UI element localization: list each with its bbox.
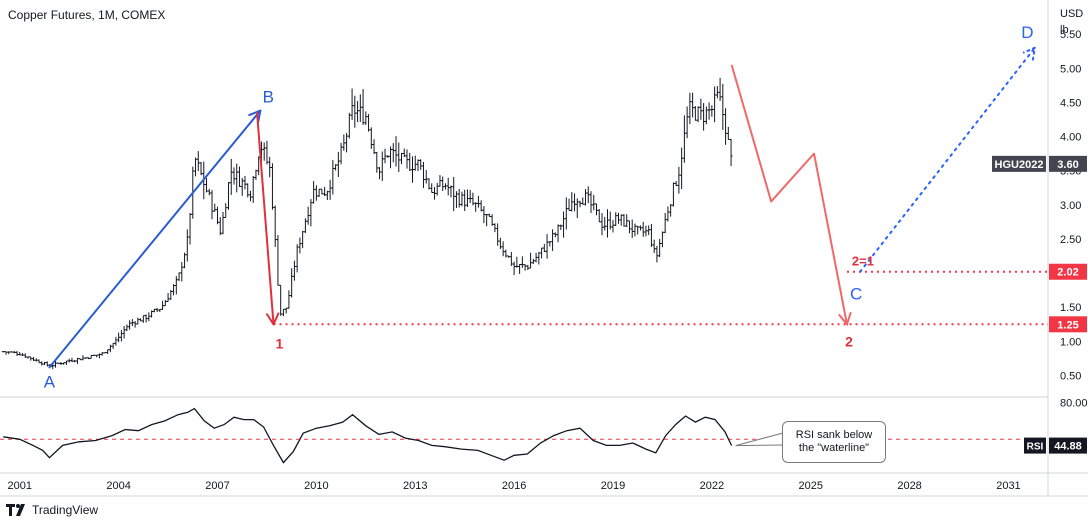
wave-drawings[interactable] [48,46,1036,369]
price-levels [273,270,1048,326]
wave-label: 2=1 [852,254,874,269]
wave-label: 1 [276,335,284,351]
price-bars [1,77,733,370]
level-badge-label: 1.25 [1057,319,1078,331]
wave-labels: A B 1 2 2=1 C D [44,23,1034,392]
x-tick-label: 2016 [502,480,526,492]
wave-arrow-ab[interactable] [48,109,262,369]
projection-path-head[interactable] [838,311,852,327]
dotted-projection-cd-head[interactable] [1022,46,1036,61]
x-tick-label: 2010 [304,480,328,492]
y-tick-label: 5.00 [1060,63,1081,75]
wave-label: D [1021,23,1033,42]
x-tick-label: 2031 [996,480,1020,492]
x-tick-label: 2001 [8,480,32,492]
wave-label: 2 [845,333,853,349]
wave-label: C [850,285,862,304]
x-tick-label: 2019 [601,480,625,492]
units-label: USD lb [1060,6,1083,38]
last-price-badge [1049,155,1087,172]
last-price-label: 3.60 [1057,159,1078,171]
x-tick-label: 2028 [897,480,921,492]
projection-path[interactable] [730,64,848,325]
dotted-projection-cd[interactable] [859,46,1036,273]
y-tick-label: 4.50 [1060,97,1081,109]
level-badge [1049,316,1087,333]
brand-label: TradingView [32,503,99,517]
rsi-value-label: 44.88 [1054,441,1082,453]
chart-title: Copper Futures, 1M, COMEX [8,8,166,22]
units-currency: USD [1060,8,1084,20]
y-tick-label: 1.50 [1060,302,1081,314]
wave-arrow-ab-head[interactable] [248,109,262,124]
y-tick-label: 5.50 [1060,29,1081,41]
x-tick-label: 2007 [205,480,229,492]
symbol-badge [992,155,1046,172]
wave-label: A [44,372,56,391]
level-badge-label: 2.02 [1057,267,1078,279]
x-tick-label: 2025 [798,480,822,492]
callout-pointer [735,432,784,447]
rsi-callout: RSI sank below the "waterline" [782,421,886,463]
wave-label: B [263,88,274,107]
rsi-name-label: RSI [1027,442,1044,453]
y-tick-label: 0.50 [1060,371,1081,383]
rsi-name-badge [1024,437,1046,454]
x-tick-label: 2004 [106,480,130,492]
symbol-badge-label: HGU2022 [995,159,1044,171]
y-tick-label: 3.00 [1060,200,1081,212]
x-tick-label: 2022 [700,480,724,492]
rsi-value-badge [1049,437,1087,454]
units-measure: lb [1060,24,1069,36]
axis-badges: 1.25 2.02 HGU2022 3.60 RSI 44.88 [992,155,1087,454]
x-tick-label: 2013 [403,480,427,492]
wave-arrow-b1-head[interactable] [265,312,280,326]
rsi-pane: 80.00 [0,397,1088,464]
grid [0,0,1088,497]
y-tick-label: 2.50 [1060,234,1081,246]
x-axis: 2001 2004 2007 2010 2013 2016 2019 2022 2025 2028… [8,480,1021,492]
level-badge [1049,263,1087,280]
wave-arrow-b1[interactable] [256,111,275,326]
footer-brand[interactable]: TradingView [6,503,98,517]
rsi-tick-label: 80.00 [1060,397,1088,409]
rsi-line [3,407,733,464]
y-tick-label: 4.00 [1060,132,1081,144]
y-tick-label: 1.00 [1060,336,1081,348]
tradingview-logo-icon [6,504,25,516]
